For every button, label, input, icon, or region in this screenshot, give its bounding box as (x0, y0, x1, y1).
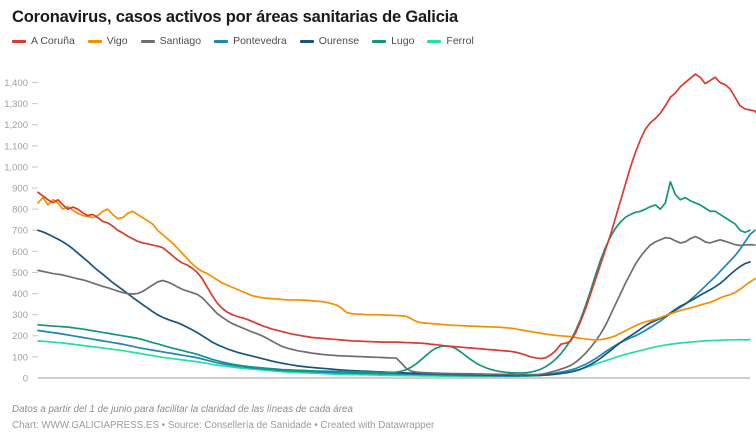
y-axis-label: 1,200 (4, 120, 28, 131)
y-axis-label: 100 (12, 352, 28, 363)
legend-swatch-icon (140, 39, 155, 43)
legend-label: Lugo (391, 35, 415, 47)
page-title: Coronavirus, casos activos por áreas san… (12, 8, 459, 26)
x-axis-label: 13 (695, 384, 706, 385)
y-axis-label: 300 (12, 310, 28, 321)
series-line-pontevedra (37, 229, 756, 377)
y-axis-label-zero: 0 (23, 373, 28, 384)
legend-item-vigo[interactable]: Vigo (87, 35, 128, 47)
series-line-vigo (37, 196, 756, 341)
chart-canvas: 100 200 300 400 500 600 700 800 900 1,000 1,100 1,2… (0, 55, 756, 395)
x-axis-label: 20 (730, 384, 741, 385)
x-axis-label: 10 (68, 384, 79, 385)
chart-legend: A Coruña Vigo Santiago Pontevedra Ourense Lug… (12, 35, 487, 47)
x-axis-label: 31 (172, 384, 183, 385)
x-axis-label: 16 (556, 384, 567, 385)
legend-item-ourense[interactable]: Ourense (299, 35, 360, 47)
x-axis-label: 17 (102, 384, 113, 385)
legend-item-a-coruña[interactable]: A Coruña (12, 35, 75, 47)
x-axis-label: Jul (346, 384, 358, 385)
footer-credit: Chart: WWW.GALICIAPRESS.ES • Source: Con… (12, 420, 435, 431)
series-line-a-coruña (37, 73, 756, 360)
series-line-lugo (37, 180, 751, 374)
x-axis-label: May (29, 384, 47, 385)
series-line-santiago (37, 235, 756, 376)
x-axis-label: 09 (521, 384, 532, 385)
x-axis-label: 14 (242, 384, 253, 385)
legend-label: A Coruña (31, 35, 75, 47)
x-axis-label: 28 (312, 384, 323, 385)
legend-label: Pontevedra (233, 35, 287, 47)
series-line-ferrol (37, 338, 751, 378)
y-axis-label: 800 (12, 205, 28, 216)
x-axis-label: 19 (416, 384, 427, 385)
x-axis-label: 26 (451, 384, 462, 385)
legend-swatch-icon (214, 39, 229, 43)
legend-label: Vigo (106, 35, 128, 47)
x-axis-label: Aug (483, 384, 500, 385)
y-axis-label: 1,000 (4, 162, 28, 173)
line-chart-svg: 1002003004005006007008009001,0001,1001,2… (4, 73, 756, 395)
legend-label: Ourense (318, 35, 360, 47)
y-axis-label: 400 (12, 289, 28, 300)
x-axis-label: 21 (277, 384, 288, 385)
x-axis-label: Sep (657, 384, 674, 385)
legend-label: Santiago (159, 35, 202, 47)
y-axis-label: 700 (12, 226, 28, 237)
y-axis-label: 900 (12, 183, 28, 194)
y-axis-label: 600 (12, 247, 28, 258)
legend-item-santiago[interactable]: Santiago (140, 35, 202, 47)
legend-swatch-icon (372, 39, 387, 43)
x-axis-label: 30 (625, 384, 636, 385)
legend-item-ferrol[interactable]: Ferrol (427, 35, 474, 47)
y-axis-label: 500 (12, 268, 28, 279)
x-axis-label: Jun (205, 384, 220, 385)
x-axis-label: 23 (590, 384, 601, 385)
y-axis-label: 1,100 (4, 141, 28, 152)
legend-swatch-icon (87, 39, 102, 43)
legend-item-lugo[interactable]: Lugo (372, 35, 414, 47)
legend-swatch-icon (12, 39, 26, 43)
y-axis-label: 1,300 (4, 99, 28, 110)
legend-swatch-icon (299, 39, 314, 43)
y-axis-label: 200 (12, 331, 28, 342)
legend-label: Ferrol (446, 35, 474, 47)
x-axis-label: 24 (137, 384, 148, 385)
legend-swatch-icon (427, 39, 442, 43)
footer-note: Datos a partir del 1 de junio para facil… (12, 404, 353, 415)
legend-item-pontevedra[interactable]: Pontevedra (214, 35, 287, 47)
x-axis-label: 12 (381, 384, 392, 385)
y-axis-label: 1,400 (4, 78, 28, 89)
